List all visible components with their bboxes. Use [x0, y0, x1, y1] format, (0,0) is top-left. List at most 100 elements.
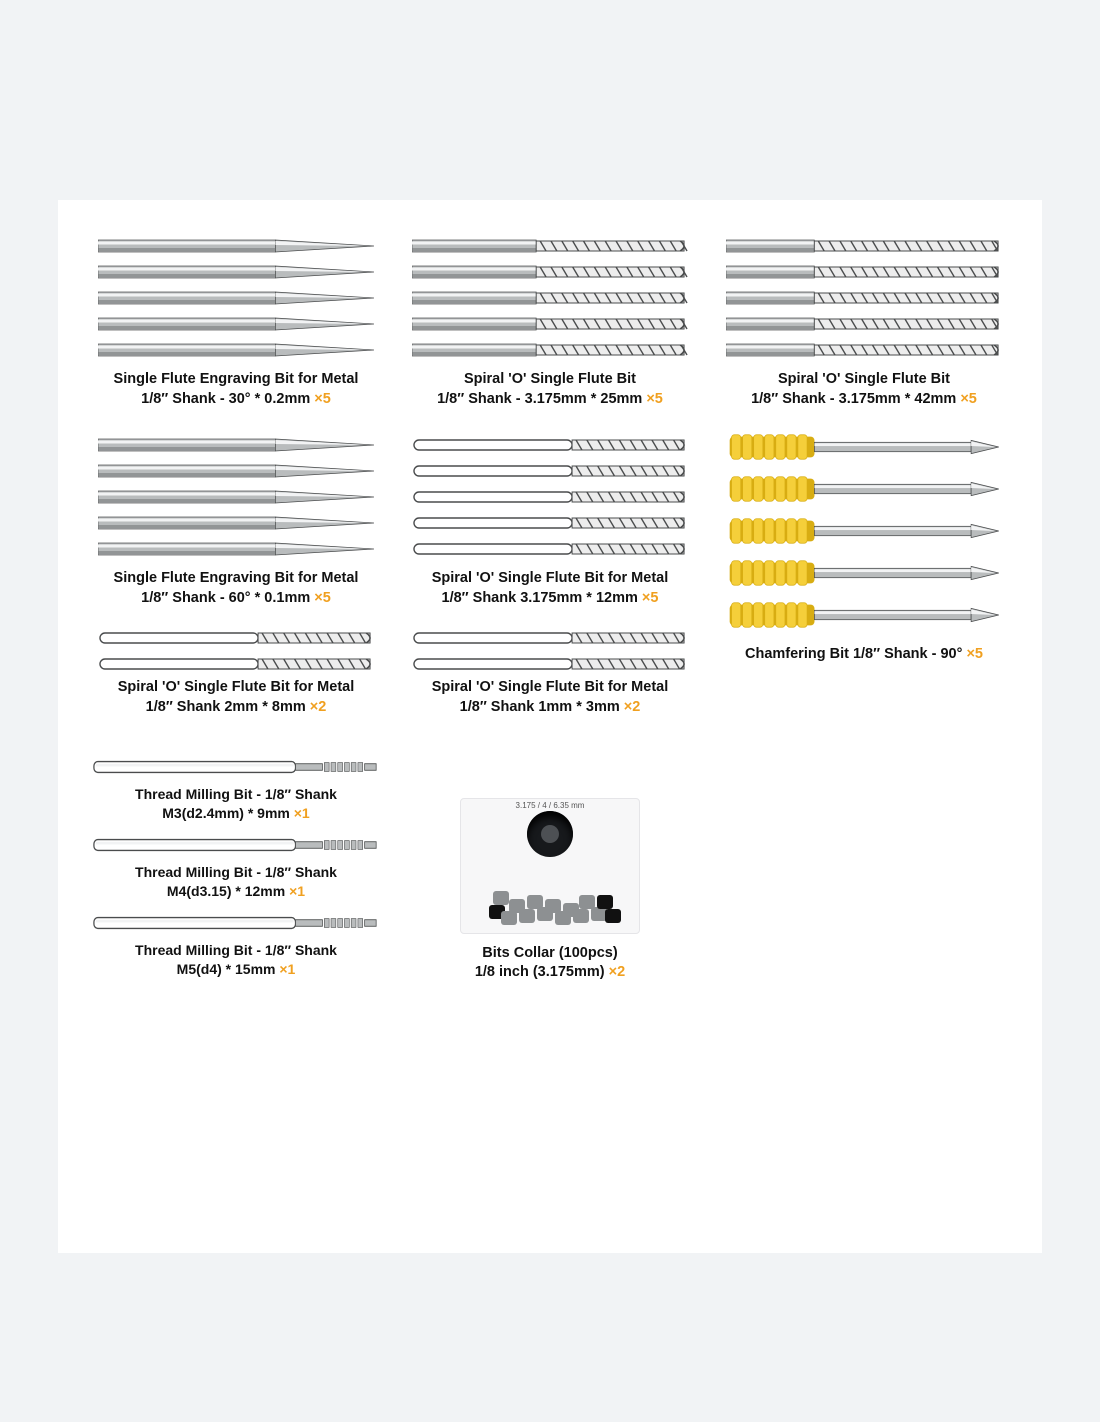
chamfer-bit-icon: [726, 473, 1002, 505]
collar-piece-icon: [605, 909, 621, 923]
collar-piece-icon: [493, 891, 509, 905]
product-title: Thread Milling Bit - 1/8″ Shank: [135, 942, 337, 958]
drill-bit-icon: [98, 513, 374, 533]
product-spec: 1/8 inch (3.175mm): [475, 964, 605, 980]
product-spec: M5(d4) * 15mm: [177, 961, 276, 977]
product-spec: 1/8″ Shank - 60° * 0.1mm: [141, 590, 310, 606]
drill-bit-icon: [726, 340, 1002, 360]
product-qty: ×2: [310, 699, 327, 715]
cell-chamfer-90deg: Chamfering Bit 1/8″ Shank - 90° ×5: [720, 427, 1008, 717]
cell-thread-mills: Thread Milling Bit - 1/8″ Shank M3(d2.4m…: [92, 735, 380, 982]
bit-stack: [720, 228, 1008, 364]
collar-piece-icon: [597, 895, 613, 909]
drill-bit-icon: [726, 314, 1002, 334]
product-title: Chamfering Bit 1/8″ Shank - 90°: [745, 646, 962, 662]
drill-bit-icon: [98, 628, 374, 648]
cell-engrave-30deg: Single Flute Engraving Bit for Metal 1/8…: [92, 228, 380, 409]
product-title: Thread Milling Bit - 1/8″ Shank: [135, 786, 337, 802]
product-title: Spiral 'O' Single Flute Bit for Metal: [118, 679, 355, 695]
drill-bit-icon: [412, 628, 688, 648]
chamfer-bit-icon: [726, 515, 1002, 547]
product-qty: ×5: [960, 391, 977, 407]
cell-spiral-1x3: Spiral 'O' Single Flute Bit for Metal 1/…: [406, 626, 694, 717]
caption: Spiral 'O' Single Flute Bit 1/8″ Shank -…: [751, 370, 977, 409]
caption: Thread Milling Bit - 1/8″ Shank M3(d2.4m…: [135, 785, 337, 823]
thread-bit-image: [92, 911, 380, 935]
product-spec: M3(d2.4mm) * 9mm: [162, 805, 290, 821]
cell-bits-collar: 3.175 / 4 / 6.35 mm Bits Collar (100pcs)…: [406, 735, 694, 982]
drill-bit-icon: [98, 340, 374, 360]
chamfer-stack: [726, 427, 1002, 639]
drill-bit-icon: [98, 262, 374, 282]
chamfer-bit-icon: [726, 557, 1002, 589]
drill-bit-icon: [412, 288, 688, 308]
product-spec: 1/8″ Shank 3.175mm * 12mm: [442, 590, 638, 606]
product-spec: 1/8″ Shank 1mm * 3mm: [460, 699, 620, 715]
drill-bit-icon: [98, 461, 374, 481]
drill-bit-icon: [98, 236, 374, 256]
caption: Bits Collar (100pcs) 1/8 inch (3.175mm) …: [475, 944, 625, 983]
collar-piece-icon: [573, 909, 589, 923]
product-qty: ×1: [279, 961, 295, 977]
drill-bit-icon: [412, 654, 688, 674]
bit-stack: [406, 427, 694, 563]
caption: Single Flute Engraving Bit for Metal 1/8…: [114, 370, 359, 409]
collar-piece-icon: [537, 907, 553, 921]
collar-piece-icon: [519, 909, 535, 923]
drill-bit-icon: [98, 654, 374, 674]
caption: Thread Milling Bit - 1/8″ Shank M5(d4) *…: [135, 941, 337, 979]
bit-stack: [92, 228, 380, 364]
cell-spiral-2x8: Spiral 'O' Single Flute Bit for Metal 1/…: [92, 626, 380, 717]
caption: Spiral 'O' Single Flute Bit for Metal 1/…: [432, 678, 669, 717]
drill-bit-icon: [412, 314, 688, 334]
collar-ring-icon: [527, 811, 573, 857]
drill-bit-icon: [726, 236, 1002, 256]
caption: Single Flute Engraving Bit for Metal 1/8…: [114, 569, 359, 608]
drill-bit-icon: [98, 487, 374, 507]
product-title: Spiral 'O' Single Flute Bit for Metal: [432, 679, 669, 695]
caption: Spiral 'O' Single Flute Bit for Metal 1/…: [118, 678, 355, 717]
empty-cell: [720, 735, 1008, 982]
thread-bit-image: [92, 755, 380, 779]
cell-thread-m4: Thread Milling Bit - 1/8″ Shank M4(d3.15…: [92, 827, 380, 901]
product-qty: ×2: [624, 699, 641, 715]
thread-bit-image: [92, 833, 380, 857]
product-spec: M4(d3.15) * 12mm: [167, 883, 285, 899]
product-qty: ×5: [642, 590, 659, 606]
drill-bit-icon: [412, 435, 688, 455]
cell-spiral-25mm: Spiral 'O' Single Flute Bit 1/8″ Shank -…: [406, 228, 694, 409]
product-qty: ×1: [289, 883, 305, 899]
caption: Thread Milling Bit - 1/8″ Shank M4(d3.15…: [135, 863, 337, 901]
caption: Chamfering Bit 1/8″ Shank - 90° ×5: [745, 645, 983, 665]
product-spec: 1/8″ Shank 2mm * 8mm: [146, 699, 306, 715]
drill-bit-icon: [412, 236, 688, 256]
caption: Spiral 'O' Single Flute Bit 1/8″ Shank -…: [437, 370, 663, 409]
drill-bit-icon: [726, 262, 1002, 282]
drill-bit-icon: [98, 539, 374, 559]
collar-piece-icon: [501, 911, 517, 925]
product-qty: ×5: [966, 646, 983, 662]
product-qty: ×2: [609, 964, 626, 980]
bit-stack: [92, 626, 380, 676]
caption: Spiral 'O' Single Flute Bit for Metal 1/…: [432, 569, 669, 608]
product-title: Spiral 'O' Single Flute Bit for Metal: [432, 570, 669, 586]
page: { "colors": { "qty": "#f0a020", "text": …: [0, 0, 1100, 1422]
bit-stack: [406, 626, 694, 676]
drill-bit-icon: [412, 513, 688, 533]
chamfer-bit-icon: [726, 431, 1002, 463]
collar-pile: [479, 865, 621, 925]
collar-top-label: 3.175 / 4 / 6.35 mm: [461, 801, 639, 810]
product-title: Single Flute Engraving Bit for Metal: [114, 570, 359, 586]
collar-image: 3.175 / 4 / 6.35 mm: [460, 798, 640, 934]
product-spec: 1/8″ Shank - 3.175mm * 42mm: [751, 391, 956, 407]
product-qty: ×5: [314, 590, 331, 606]
collar-piece-icon: [579, 895, 595, 909]
product-spec: 1/8″ Shank - 3.175mm * 25mm: [437, 391, 642, 407]
product-title: Bits Collar (100pcs): [482, 945, 617, 961]
collar-piece-icon: [555, 911, 571, 925]
product-qty: ×5: [314, 391, 331, 407]
drill-bit-icon: [412, 487, 688, 507]
drill-bit-icon: [412, 340, 688, 360]
cell-thread-m5: Thread Milling Bit - 1/8″ Shank M5(d4) *…: [92, 905, 380, 979]
drill-bit-icon: [98, 314, 374, 334]
